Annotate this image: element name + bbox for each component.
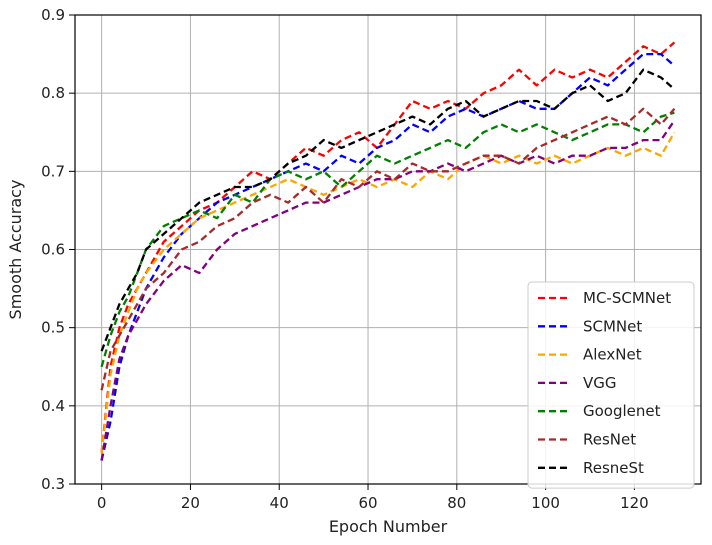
series-line-googlenet — [100, 111, 675, 368]
legend-box — [527, 281, 695, 489]
axis-ticks: 0 20 40 60 80 100 120 0.3 0.4 0.5 0.6 0.7 0.8 0.9 — [41, 6, 649, 512]
x-tick-label: 100 — [531, 494, 560, 512]
y-axis-label: Smooth Accuracy — [6, 180, 25, 320]
x-tick-label: 120 — [620, 494, 649, 512]
legend-label: Googlenet — [583, 402, 661, 420]
x-tick-label: 60 — [358, 494, 377, 512]
series-line-resnest — [100, 68, 676, 352]
series-line-alexnet — [100, 131, 676, 453]
series-lines — [100, 41, 676, 461]
y-tick-label: 0.3 — [41, 475, 65, 493]
y-tick-label: 0.6 — [41, 241, 65, 259]
x-tick-label: 80 — [447, 494, 466, 512]
legend-label: ResNet — [583, 431, 636, 449]
y-tick-label: 0.4 — [41, 397, 65, 415]
y-tick-label: 0.7 — [41, 162, 65, 180]
x-tick-label: 40 — [270, 494, 289, 512]
y-tick-label: 0.5 — [41, 319, 65, 337]
x-axis-label: Epoch Number — [329, 517, 448, 536]
legend-label: SCMNet — [583, 317, 642, 335]
legend-label: MC-SCMNet — [583, 289, 671, 307]
series-line-vgg — [100, 119, 676, 461]
legend-label: ResneSt — [583, 459, 644, 477]
legend: MC-SCMNet SCMNet AlexNet VGG Googlenet ResNet… — [527, 281, 695, 489]
series-line-mc-scmnet — [100, 41, 676, 453]
legend-label: VGG — [583, 374, 617, 392]
series-line-resnet — [100, 107, 676, 391]
x-tick-label: 0 — [97, 494, 107, 512]
y-tick-label: 0.8 — [41, 84, 65, 102]
legend-label: AlexNet — [583, 346, 642, 364]
series-line-scmnet — [100, 52, 676, 461]
x-tick-label: 20 — [181, 494, 200, 512]
y-tick-label: 0.9 — [41, 6, 65, 24]
